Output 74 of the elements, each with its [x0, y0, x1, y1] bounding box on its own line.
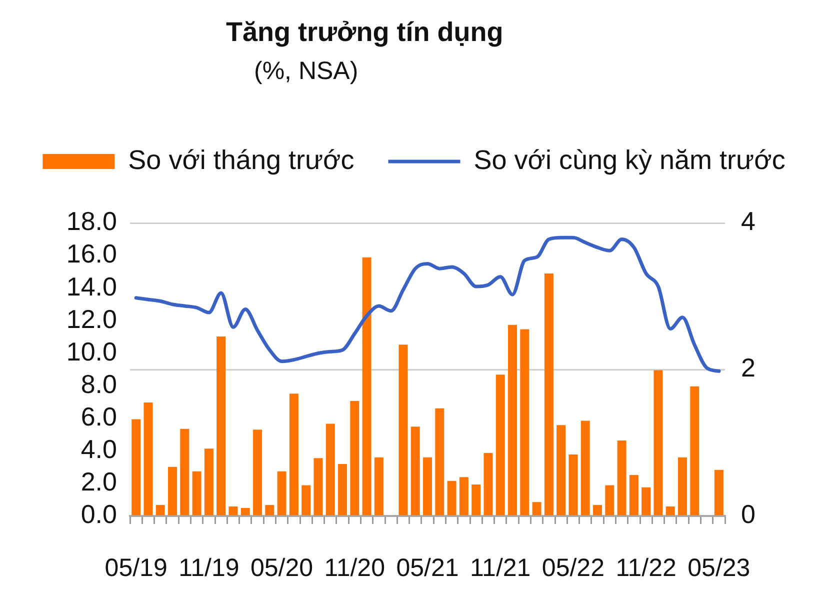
bar — [472, 484, 481, 516]
y-tick-label: 18.0 — [66, 206, 117, 236]
y-tick-label: 10.0 — [66, 336, 117, 366]
bar — [302, 485, 311, 516]
y-tick-label: 12.0 — [66, 304, 117, 334]
bar — [326, 424, 335, 516]
bar — [156, 505, 165, 516]
line-series — [134, 236, 721, 373]
bar — [654, 370, 663, 516]
y-tick-label: 2.0 — [80, 466, 117, 497]
x-tick-label: 11/22 — [616, 554, 676, 582]
bar — [289, 394, 298, 516]
x-tick-label: 05/22 — [542, 554, 604, 582]
x-tick-label: 11/20 — [324, 554, 385, 582]
bar — [447, 480, 456, 516]
bar — [690, 386, 700, 516]
y-tick-label: 14.0 — [66, 271, 117, 302]
y-tick-label: 6.0 — [80, 402, 117, 432]
chart-title: Tăng trưởng tín dụng — [226, 17, 504, 48]
bar — [605, 485, 614, 516]
bar — [168, 466, 177, 516]
legend-label: So với tháng trước — [128, 144, 354, 175]
bar — [265, 505, 274, 516]
bar — [410, 426, 420, 516]
bar — [714, 470, 724, 516]
bar — [253, 430, 262, 516]
bar — [314, 458, 323, 516]
bar — [666, 506, 675, 516]
chart-subtitle: (%, NSA) — [254, 57, 358, 86]
bar — [338, 464, 347, 516]
bar — [459, 477, 468, 516]
legend-label: So với cùng kỳ năm trước — [474, 144, 786, 175]
bar — [520, 329, 530, 516]
bar — [435, 408, 444, 516]
bar — [508, 324, 517, 516]
bar — [580, 420, 590, 516]
x-tick-label: 05/19 — [104, 554, 168, 582]
bar — [642, 487, 651, 516]
bar — [629, 474, 638, 516]
bar — [362, 257, 372, 516]
bar — [544, 274, 554, 516]
bar — [423, 457, 432, 516]
x-tick-label: 05/21 — [396, 554, 459, 582]
x-tick-label: 11/19 — [178, 554, 240, 582]
bar — [144, 402, 153, 516]
bar — [216, 336, 226, 516]
bar — [617, 440, 626, 516]
y-tick-label: 8.0 — [80, 368, 117, 399]
bar — [350, 401, 360, 516]
y2-tick-label: 2 — [741, 352, 756, 383]
bar — [240, 508, 250, 516]
bar — [593, 505, 602, 516]
x-tick-label: 05/23 — [688, 554, 750, 582]
bar — [678, 457, 687, 516]
bar — [228, 506, 238, 516]
bar — [496, 374, 505, 516]
bar — [277, 471, 286, 516]
bar — [556, 425, 566, 516]
y-tick-label: 16.0 — [66, 238, 117, 269]
x-tick-label: 11/21 — [470, 554, 531, 582]
y2-tick-label: 4 — [741, 206, 756, 236]
y-tick-label: 4.0 — [80, 434, 117, 464]
y2-tick-label: 0 — [741, 499, 756, 530]
bar — [192, 471, 202, 516]
bar — [204, 448, 214, 516]
bar — [532, 502, 542, 516]
bar — [568, 454, 578, 516]
bar — [132, 419, 141, 516]
bar — [374, 457, 384, 516]
y-tick-label: 0.0 — [80, 499, 117, 530]
x-tick-label: 05/20 — [250, 554, 314, 582]
bar — [398, 344, 408, 516]
bar — [484, 453, 493, 516]
bar — [180, 428, 190, 516]
